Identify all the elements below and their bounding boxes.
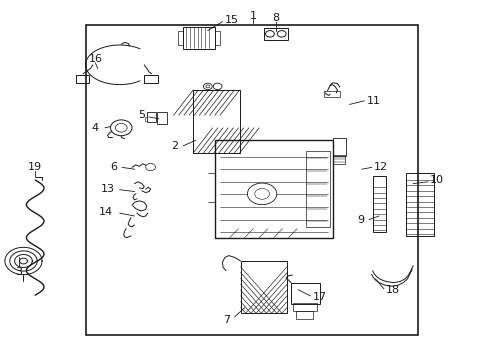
Circle shape — [203, 83, 212, 90]
Text: 11: 11 — [366, 96, 380, 106]
Bar — [324, 91, 339, 97]
Text: 19: 19 — [28, 162, 42, 172]
Circle shape — [247, 183, 276, 204]
Bar — [333, 155, 345, 164]
Bar — [293, 303, 316, 311]
Text: 12: 12 — [373, 162, 387, 172]
Bar — [240, 261, 286, 313]
Circle shape — [254, 189, 269, 199]
Bar — [157, 112, 167, 124]
Text: 1: 1 — [249, 11, 256, 21]
Bar — [405, 173, 433, 236]
Bar — [290, 283, 320, 304]
Circle shape — [145, 163, 155, 171]
Text: 14: 14 — [98, 207, 112, 217]
Text: 18: 18 — [386, 285, 400, 295]
Circle shape — [265, 31, 274, 37]
Circle shape — [213, 83, 222, 90]
Circle shape — [115, 123, 127, 132]
Bar — [85, 25, 417, 335]
Bar — [144, 75, 158, 83]
Text: 4: 4 — [92, 123, 99, 133]
Circle shape — [277, 31, 285, 37]
Bar — [264, 28, 287, 40]
Text: 6: 6 — [110, 162, 117, 172]
Bar — [146, 112, 155, 122]
Bar — [76, 75, 89, 83]
Text: 3: 3 — [15, 267, 22, 277]
Bar — [178, 31, 183, 45]
Bar — [183, 27, 215, 49]
Text: 9: 9 — [356, 215, 364, 225]
Text: 7: 7 — [222, 315, 229, 325]
Bar — [215, 140, 332, 238]
Bar — [295, 311, 312, 319]
Text: 13: 13 — [101, 184, 115, 194]
Circle shape — [205, 85, 209, 88]
Bar — [193, 90, 239, 153]
Bar — [305, 151, 329, 227]
Circle shape — [110, 120, 132, 136]
Bar — [372, 176, 386, 232]
Text: 15: 15 — [224, 15, 239, 25]
Text: 5: 5 — [138, 110, 145, 120]
Text: 16: 16 — [88, 54, 102, 64]
Bar — [332, 138, 346, 156]
Bar — [215, 31, 220, 45]
Text: 2: 2 — [171, 141, 178, 151]
Text: 17: 17 — [312, 292, 326, 302]
Text: 8: 8 — [272, 13, 279, 23]
Text: 10: 10 — [429, 175, 444, 185]
